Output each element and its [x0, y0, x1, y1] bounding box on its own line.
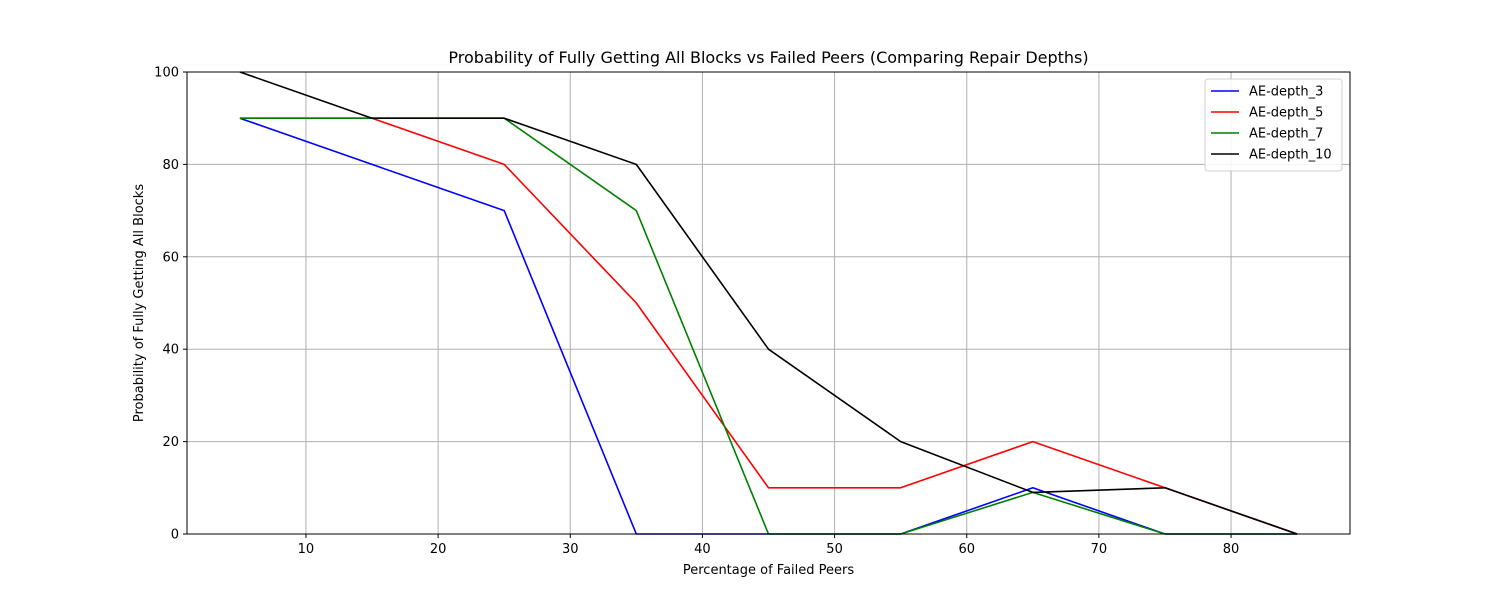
- x-tick-label: 80: [1223, 542, 1240, 557]
- legend-label: AE-depth_7: [1249, 127, 1323, 142]
- legend-label: AE-depth_3: [1249, 85, 1323, 100]
- series-line-AE-depth_10: [239, 71, 1298, 535]
- y-tick-label: 20: [162, 435, 179, 450]
- x-axis-ticks: 10 20 30 40 50 60 70 80: [298, 534, 1240, 557]
- x-tick-label: 50: [826, 542, 843, 557]
- grid-lines: [187, 71, 1350, 535]
- x-axis-label: Percentage of Failed Peers: [683, 563, 854, 578]
- legend: AE-depth_3 AE-depth_5 AE-depth_7 AE-depth_1…: [1204, 78, 1343, 172]
- plot-area-frame: [186, 71, 1351, 535]
- y-axis-label: Probability of Fully Getting All Blocks: [132, 184, 147, 422]
- x-tick-label: 60: [958, 542, 975, 557]
- y-tick-label: 40: [162, 343, 179, 358]
- x-tick-label: 70: [1091, 542, 1108, 557]
- series-line-AE-depth_5: [239, 117, 1298, 535]
- x-tick-label: 30: [562, 542, 579, 557]
- y-tick-label: 0: [171, 528, 179, 543]
- series-lines: [239, 71, 1298, 535]
- y-tick-label: 100: [154, 66, 179, 81]
- x-tick-label: 40: [694, 542, 711, 557]
- y-tick-label: 80: [162, 158, 179, 173]
- x-tick-label: 10: [298, 542, 315, 557]
- y-tick-label: 60: [162, 250, 179, 265]
- legend-box: [1204, 78, 1343, 172]
- legend-label: AE-depth_5: [1249, 106, 1323, 121]
- series-line-AE-depth_3: [239, 117, 1298, 535]
- series-line-AE-depth_7: [239, 117, 1298, 535]
- legend-label: AE-depth_10: [1249, 148, 1332, 163]
- chart-title: Probability of Fully Getting All Blocks …: [448, 48, 1088, 67]
- y-axis-ticks: 0 20 40 60 80 100: [154, 66, 187, 543]
- x-tick-label: 20: [430, 542, 447, 557]
